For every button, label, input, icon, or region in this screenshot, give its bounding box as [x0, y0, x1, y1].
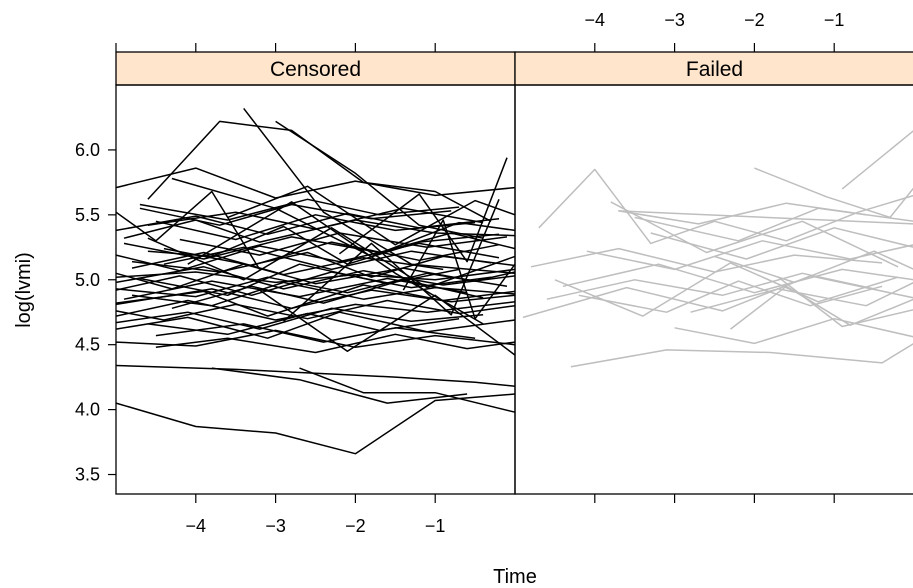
panel-censored: Censored [115, 51, 516, 495]
series-line-failed-4 [674, 317, 913, 345]
series-line-failed-13 [690, 282, 913, 313]
series-line-failed-14 [530, 247, 883, 273]
series-line-failed-17 [562, 263, 913, 294]
series-line-failed-10 [586, 240, 913, 271]
series-line-censored-13 [115, 311, 516, 339]
x-tick-label-bottom: −3 [265, 516, 286, 536]
x-tick-label-bottom: −2 [345, 516, 366, 536]
series-line-failed-1 [617, 202, 913, 225]
series-line-failed-16 [777, 276, 913, 328]
series-line-failed-2 [538, 168, 913, 245]
series-line-censored-5 [115, 364, 516, 387]
strip-censored [115, 51, 516, 86]
series-lines-failed [522, 130, 913, 368]
series-line-censored-41 [155, 333, 516, 354]
series-line-censored-36 [131, 251, 444, 276]
series-line-failed-15 [730, 285, 913, 330]
panel-failed: Failed [514, 51, 913, 495]
series-line-censored-38 [163, 241, 500, 267]
x-tick-label-top: −1 [824, 10, 845, 30]
series-line-censored-1 [147, 120, 492, 222]
series-line-censored-7 [299, 367, 516, 413]
series-line-failed-12 [650, 227, 913, 260]
series-line-failed-6 [754, 167, 913, 219]
series-line-censored-9 [115, 167, 516, 199]
series-line-censored-49 [115, 190, 261, 270]
series-line-censored-47 [283, 199, 500, 322]
series-line-censored-24 [163, 246, 492, 271]
y-tick-label: 4.0 [75, 400, 100, 420]
series-line-censored-6 [211, 367, 468, 404]
series-line-failed-11 [546, 272, 875, 300]
series-line-censored-3 [275, 120, 484, 239]
series-line-failed-19 [578, 280, 883, 313]
y-axis-title: log(lvmi) [13, 252, 35, 328]
series-line-censored-50 [402, 219, 516, 320]
y-tick-label: 5.5 [75, 205, 100, 225]
series-line-failed-7 [841, 130, 913, 190]
x-tick-label-top: −2 [744, 10, 765, 30]
series-line-censored-48 [338, 157, 508, 263]
axes: 3.5 4.0 4.5 5.0 5.5 6.0 −4 −4 −3 −3 −2 −2 −1 −1 [75, 10, 844, 536]
series-line-censored-4 [115, 393, 516, 455]
x-axis-title: Time [493, 566, 537, 588]
y-tick-label: 3.5 [75, 465, 100, 485]
series-line-failed-18 [634, 207, 913, 242]
strip-label-censored: Censored [270, 58, 361, 81]
y-tick-label: 6.0 [75, 140, 100, 160]
x-tick-label-bottom: −4 [186, 516, 207, 536]
series-line-censored-17 [115, 329, 516, 349]
series-line-censored-46 [147, 227, 516, 289]
series-line-censored-40 [139, 198, 460, 221]
series-line-censored-35 [115, 272, 508, 298]
series-line-censored-26 [139, 203, 452, 226]
series-line-censored-39 [115, 288, 516, 310]
series-line-failed-20 [714, 250, 913, 284]
x-tick-label-top: −3 [664, 10, 685, 30]
x-tick-label-top: −4 [585, 10, 606, 30]
series-line-censored-31 [115, 268, 516, 284]
series-line-censored-29 [115, 242, 500, 272]
strip-label-failed: Failed [686, 58, 743, 81]
series-line-failed-8 [554, 262, 899, 317]
series-line-failed-5 [610, 201, 899, 268]
series-line-censored-37 [115, 307, 484, 330]
y-tick-label: 5.0 [75, 270, 100, 290]
y-tick-label: 4.5 [75, 335, 100, 355]
series-line-failed-3 [570, 343, 913, 368]
series-line-censored-27 [115, 266, 516, 290]
series-lines-censored [115, 107, 516, 455]
series-line-censored-28 [155, 323, 476, 343]
panel-frame-failed [514, 84, 913, 495]
series-line-censored-45 [259, 289, 516, 356]
x-tick-label-bottom: −1 [425, 516, 446, 536]
